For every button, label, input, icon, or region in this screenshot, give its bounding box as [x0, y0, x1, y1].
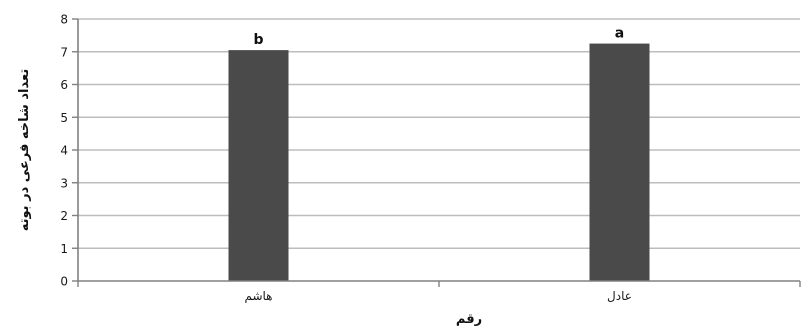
- bar-data-label: a: [615, 26, 624, 42]
- y-tick-label: 4: [60, 144, 68, 158]
- y-tick-label: 1: [60, 242, 68, 256]
- bar: [589, 43, 650, 281]
- x-axis-title: رقم: [456, 312, 482, 327]
- y-tick-label: 7: [60, 45, 68, 59]
- x-category-label: عادل: [607, 289, 632, 303]
- gridlines: [78, 18, 800, 250]
- y-tick-label: 0: [60, 275, 68, 289]
- y-tick-label: 3: [60, 176, 68, 190]
- y-axis-title: تعداد شاخه فرعی در بوته: [17, 69, 32, 231]
- y-tick-labels: 0 1 2 3 4 5 6 7 8: [60, 13, 78, 289]
- y-tick-label: 6: [60, 78, 68, 92]
- x-category-label: هاشم: [244, 289, 272, 303]
- bars: [228, 43, 650, 281]
- y-tick-label: 5: [60, 111, 68, 125]
- bar-data-label: b: [253, 32, 263, 48]
- y-tick-label: 2: [60, 209, 68, 223]
- bar: [228, 50, 289, 281]
- x-category-labels: هاشم عادل: [77, 281, 801, 303]
- y-tick-label: 8: [60, 13, 68, 27]
